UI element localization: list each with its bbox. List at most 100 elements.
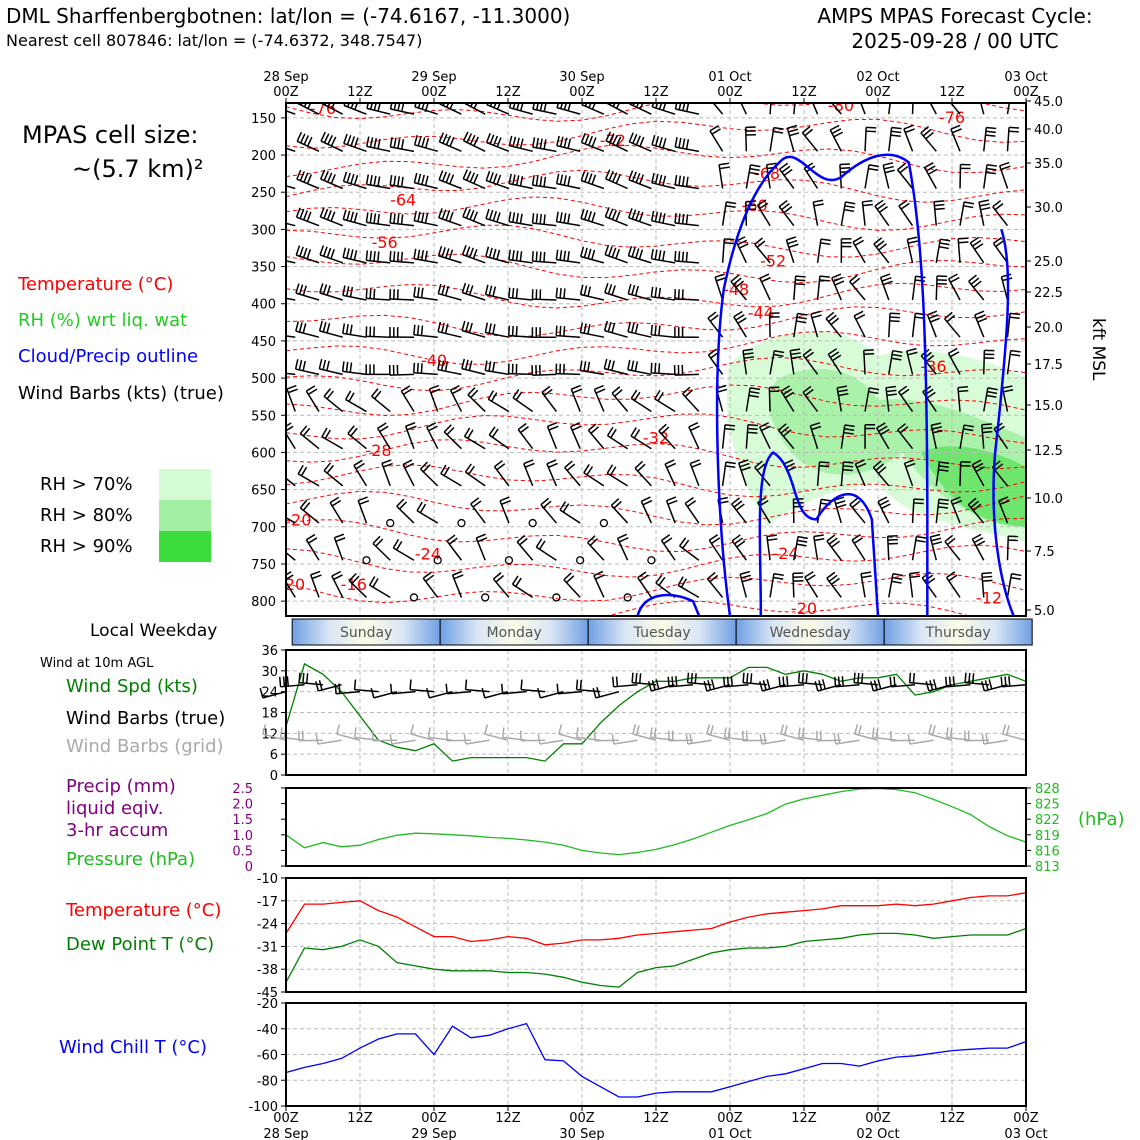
barb-flag [279, 250, 281, 260]
barb-shaft [400, 390, 415, 412]
barb-flag [299, 133, 306, 144]
temperature-contour [286, 544, 1026, 578]
barb-flag [420, 250, 425, 261]
barb-flag [805, 351, 815, 359]
barb-flag [341, 361, 345, 372]
barb-flag [612, 172, 618, 183]
barb-flag [286, 384, 297, 390]
barb-flag [520, 679, 523, 690]
barb-flag [448, 211, 454, 222]
wind-barb [320, 131, 344, 153]
barb-flag [963, 428, 974, 432]
barb-shaft [391, 690, 416, 695]
barb-flag [422, 464, 431, 473]
barb-flag [489, 172, 494, 183]
barb-flag [889, 316, 900, 319]
barb-flag [397, 176, 401, 187]
barb-flag [496, 103, 501, 110]
barb-flag [335, 537, 346, 543]
barb-shaft [759, 277, 771, 301]
wind-barb-grid [706, 724, 731, 742]
wind-barb [279, 250, 296, 264]
wind-barb [413, 286, 438, 301]
wind-barb [634, 460, 652, 487]
barb-flag [322, 322, 327, 333]
wind-barb-grid [816, 730, 842, 742]
wind-barb [630, 389, 652, 413]
barb-flag [635, 135, 642, 146]
barb-flag [515, 577, 522, 587]
barb-flag [906, 347, 917, 352]
barb-flag [365, 288, 368, 299]
calm-wind-circle [647, 556, 656, 565]
barb-flag [788, 243, 799, 249]
barb-shaft [484, 733, 509, 742]
legend-rh80: RH > 80% [40, 505, 133, 526]
cloud-outline [758, 450, 880, 616]
barb-flag [986, 394, 997, 398]
barb-flag [437, 283, 442, 294]
wind-barb [286, 539, 296, 561]
wind-barb [674, 251, 699, 264]
kft-tick-label: 25.0 [1034, 255, 1063, 270]
barb-flag [570, 384, 581, 390]
barb-flag [296, 169, 302, 180]
wind-barb [849, 274, 866, 301]
barb-flag [632, 103, 636, 106]
barb-flag [796, 543, 807, 547]
barb-flag [615, 136, 622, 147]
barb-flag [303, 210, 308, 221]
barb-flag [615, 248, 621, 259]
barb-flag [653, 727, 657, 738]
wind-barb [637, 571, 652, 598]
temperature-contour-label: -24 [772, 544, 798, 563]
barb-flag [472, 248, 478, 259]
wind-barb-true [703, 679, 731, 692]
temperature-contour [286, 490, 1026, 526]
wind-barb [580, 170, 605, 190]
barb-flag [766, 162, 777, 166]
barb-flag [595, 388, 606, 394]
barb-flag [980, 96, 990, 99]
wind-barb [556, 135, 581, 153]
barb-flag [749, 387, 761, 391]
barb-flag [485, 170, 491, 181]
barb-flag [604, 245, 610, 255]
legend-cloud: Cloud/Precip outline [18, 346, 199, 367]
pressure-tick-label: 300 [251, 223, 276, 238]
wind-barb [446, 534, 463, 561]
barb-shaft [840, 461, 845, 486]
barb-flag [461, 358, 466, 369]
wind-barb [487, 390, 510, 413]
barb-shaft [295, 330, 320, 338]
barb-flag [853, 537, 864, 544]
barb-flag [274, 502, 279, 511]
wind-barb [789, 348, 802, 375]
barb-flag [819, 465, 830, 468]
barb-shaft [886, 536, 890, 561]
barb-flag [603, 320, 609, 331]
wind-barb [1001, 385, 1014, 412]
barb-shaft [262, 733, 287, 742]
barb-shaft [1006, 127, 1010, 152]
barb-flag [1008, 130, 1019, 133]
barb-flag [648, 681, 653, 692]
barb-flag [641, 496, 651, 502]
barb-flag [658, 576, 666, 586]
barb-flag [416, 363, 419, 374]
wind-barb [873, 237, 890, 264]
barb-flag [737, 317, 747, 324]
barb-flag [286, 676, 289, 687]
wind-barb [756, 199, 771, 227]
wind-barb [658, 423, 676, 450]
wind-barb [342, 209, 367, 227]
barb-shaft [484, 690, 509, 699]
wind-barb [780, 385, 795, 412]
barb-flag [336, 724, 341, 735]
wind-barb [745, 424, 759, 449]
barb-flag [998, 496, 1009, 502]
wind-barb-grid [780, 724, 805, 742]
barb-flag [934, 203, 945, 207]
wind-barb [744, 126, 756, 152]
barb-flag [843, 208, 855, 213]
